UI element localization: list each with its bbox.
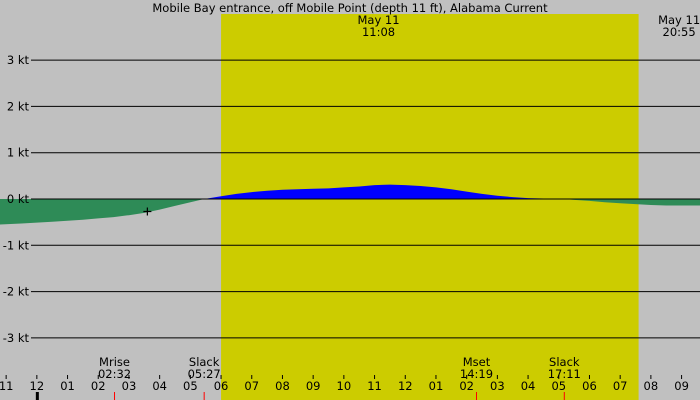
x-tick-label: 12 — [398, 379, 413, 393]
x-tick-label: 02 — [459, 379, 474, 393]
x-tick-label: 10 — [337, 379, 352, 393]
flood-current-area — [0, 184, 700, 199]
x-tick-label: 04 — [152, 379, 167, 393]
x-tick-label: 09 — [674, 379, 689, 393]
y-tick-label: 0 kt — [7, 192, 30, 206]
event-label: Slack — [549, 355, 580, 369]
x-tick-label: 01 — [429, 379, 444, 393]
event-label: Mrise — [99, 355, 130, 369]
x-tick-label: 08 — [644, 379, 659, 393]
ebb-current-area — [0, 199, 700, 225]
event-time: 02:32 — [98, 367, 131, 381]
y-tick-label: 3 kt — [7, 53, 30, 67]
x-tick-label: 04 — [521, 379, 536, 393]
gridlines-layer: 3 kt 2 kt 1 kt 0 kt -1 kt -2 kt -3 kt — [3, 53, 700, 345]
x-tick-label: 06 — [582, 379, 597, 393]
x-tick-label: 03 — [122, 379, 137, 393]
y-tick-label: 1 kt — [7, 146, 30, 160]
event-label: Slack — [189, 355, 220, 369]
y-tick-label: -2 kt — [3, 285, 30, 299]
midnight-marker — [35, 392, 39, 400]
x-tick-label: 02 — [91, 379, 106, 393]
event-time: 14:19 — [460, 367, 493, 381]
sun-date-label: May 11 — [358, 13, 400, 27]
x-tick-label: 08 — [275, 379, 290, 393]
chart-title: Mobile Bay entrance, off Mobile Point (d… — [152, 1, 548, 15]
x-tick-label: 06 — [214, 379, 229, 393]
sun-date-label: May 11 — [658, 13, 700, 27]
y-tick-label: -1 kt — [3, 238, 30, 252]
sun-time-label: 20:55 — [663, 25, 696, 39]
x-tick-label: 11 — [367, 379, 382, 393]
event-time: 17:11 — [548, 367, 581, 381]
daylight-band-layer — [221, 14, 639, 400]
y-tick-label: 2 kt — [7, 99, 30, 113]
current-area-layer — [0, 184, 700, 225]
current-time-marker — [143, 207, 152, 216]
x-tick-label: 01 — [60, 379, 75, 393]
sun-time-label: 11:08 — [362, 25, 395, 39]
x-tick-label: 05 — [183, 379, 198, 393]
event-time: 05:27 — [188, 367, 221, 381]
x-tick-label: 07 — [613, 379, 628, 393]
daylight-band — [221, 14, 639, 400]
x-tick-label: 09 — [306, 379, 321, 393]
x-tick-label: 07 — [244, 379, 259, 393]
event-label: Mset — [463, 355, 491, 369]
y-tick-label: -3 kt — [3, 331, 30, 345]
x-tick-label: 11 — [0, 379, 13, 393]
x-tick-label: 03 — [490, 379, 505, 393]
x-tick-label: 05 — [551, 379, 566, 393]
x-tick-label: 12 — [30, 379, 45, 393]
